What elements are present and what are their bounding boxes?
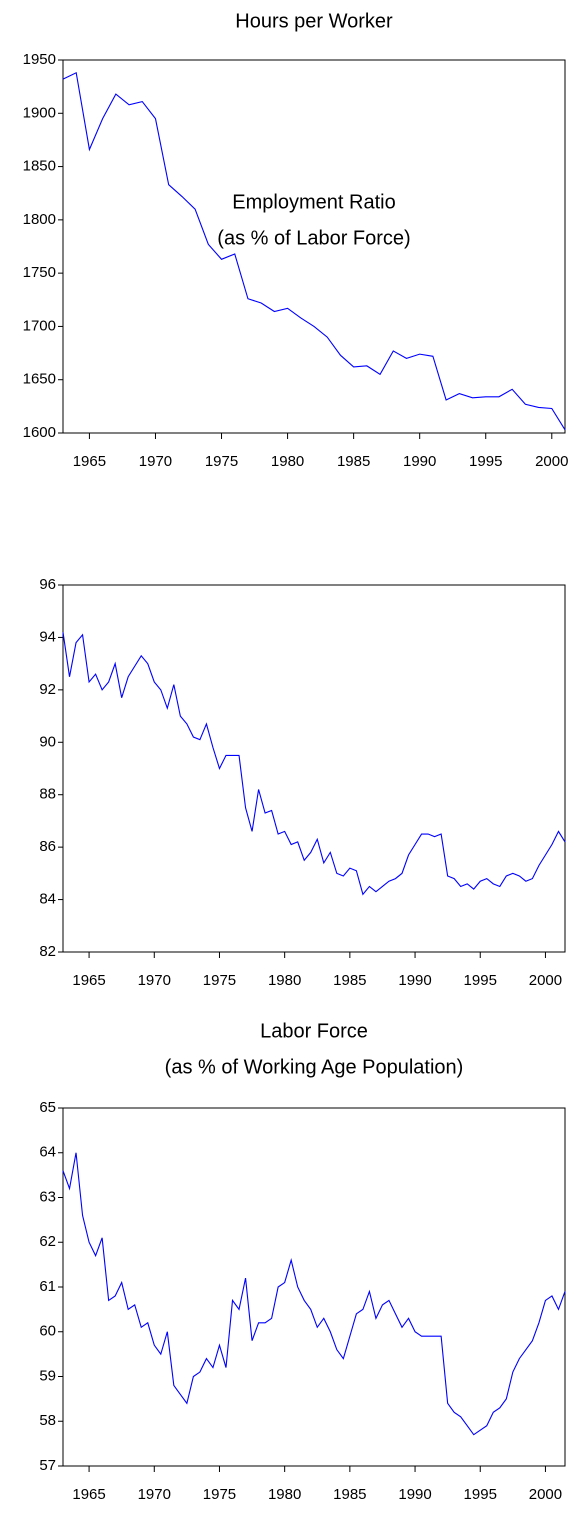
x-tick-label: 1995	[464, 972, 497, 989]
data-line	[62, 1152, 566, 1436]
y-tick-label: 84	[39, 891, 56, 908]
x-tick-label: 1990	[398, 972, 431, 989]
y-tick-label: 92	[39, 681, 56, 698]
x-tick-label: 2000	[529, 972, 562, 989]
chart-title: Hours per Worker	[235, 10, 393, 32]
chart-title: Labor Force	[260, 1020, 368, 1042]
y-tick-label: 63	[39, 1188, 56, 1205]
y-tick-label: 64	[39, 1144, 56, 1161]
x-tick-label: 1985	[337, 453, 370, 470]
x-tick-label: 1975	[205, 453, 238, 470]
y-tick-label: 1850	[23, 158, 56, 175]
x-tick-label: 1995	[469, 453, 502, 470]
x-tick-label: 1980	[271, 453, 304, 470]
y-tick-label: 1600	[23, 424, 56, 441]
y-tick-label: 96	[39, 576, 56, 593]
x-tick-label: 1985	[333, 1486, 366, 1503]
y-tick-label: 94	[39, 628, 56, 645]
x-tick-label: 1970	[138, 972, 171, 989]
y-tick-label: 1800	[23, 211, 56, 228]
chart-subtitle: (as % of Labor Force)	[217, 227, 410, 249]
y-tick-label: 62	[39, 1233, 56, 1250]
x-tick-label: 2000	[529, 1486, 562, 1503]
data-line	[62, 71, 566, 431]
y-tick-label: 1750	[23, 264, 56, 281]
x-tick-label: 1965	[72, 1486, 105, 1503]
y-tick-label: 60	[39, 1323, 56, 1340]
y-tick-label: 61	[39, 1278, 56, 1295]
plot-frame	[62, 1107, 566, 1467]
chart-subtitle: (as % of Working Age Population)	[165, 1056, 464, 1078]
y-tick-label: 57	[39, 1457, 56, 1474]
x-tick-label: 1990	[403, 453, 436, 470]
y-tick-label: 86	[39, 838, 56, 855]
x-tick-label: 1975	[203, 1486, 236, 1503]
x-tick-label: 1965	[72, 972, 105, 989]
x-tick-label: 1980	[268, 1486, 301, 1503]
y-tick-label: 1700	[23, 317, 56, 334]
y-tick-label: 1650	[23, 371, 56, 388]
x-tick-label: 2000	[535, 453, 568, 470]
x-tick-label: 1990	[398, 1486, 431, 1503]
y-tick-label: 59	[39, 1367, 56, 1384]
x-tick-label: 1970	[139, 453, 172, 470]
data-line	[62, 632, 566, 896]
plot-frame	[62, 59, 566, 434]
y-tick-label: 65	[39, 1099, 56, 1116]
x-tick-label: 1985	[333, 972, 366, 989]
y-tick-label: 58	[39, 1412, 56, 1429]
y-tick-label: 82	[39, 943, 56, 960]
plot-frame	[62, 584, 566, 953]
x-tick-label: 1980	[268, 972, 301, 989]
y-tick-label: 1950	[23, 51, 56, 68]
y-tick-label: 88	[39, 786, 56, 803]
x-tick-label: 1970	[138, 1486, 171, 1503]
chart-title: Employment Ratio	[232, 191, 395, 213]
x-tick-label: 1965	[73, 453, 106, 470]
x-tick-label: 1995	[464, 1486, 497, 1503]
y-tick-label: 1900	[23, 104, 56, 121]
x-tick-label: 1975	[203, 972, 236, 989]
y-tick-label: 90	[39, 733, 56, 750]
